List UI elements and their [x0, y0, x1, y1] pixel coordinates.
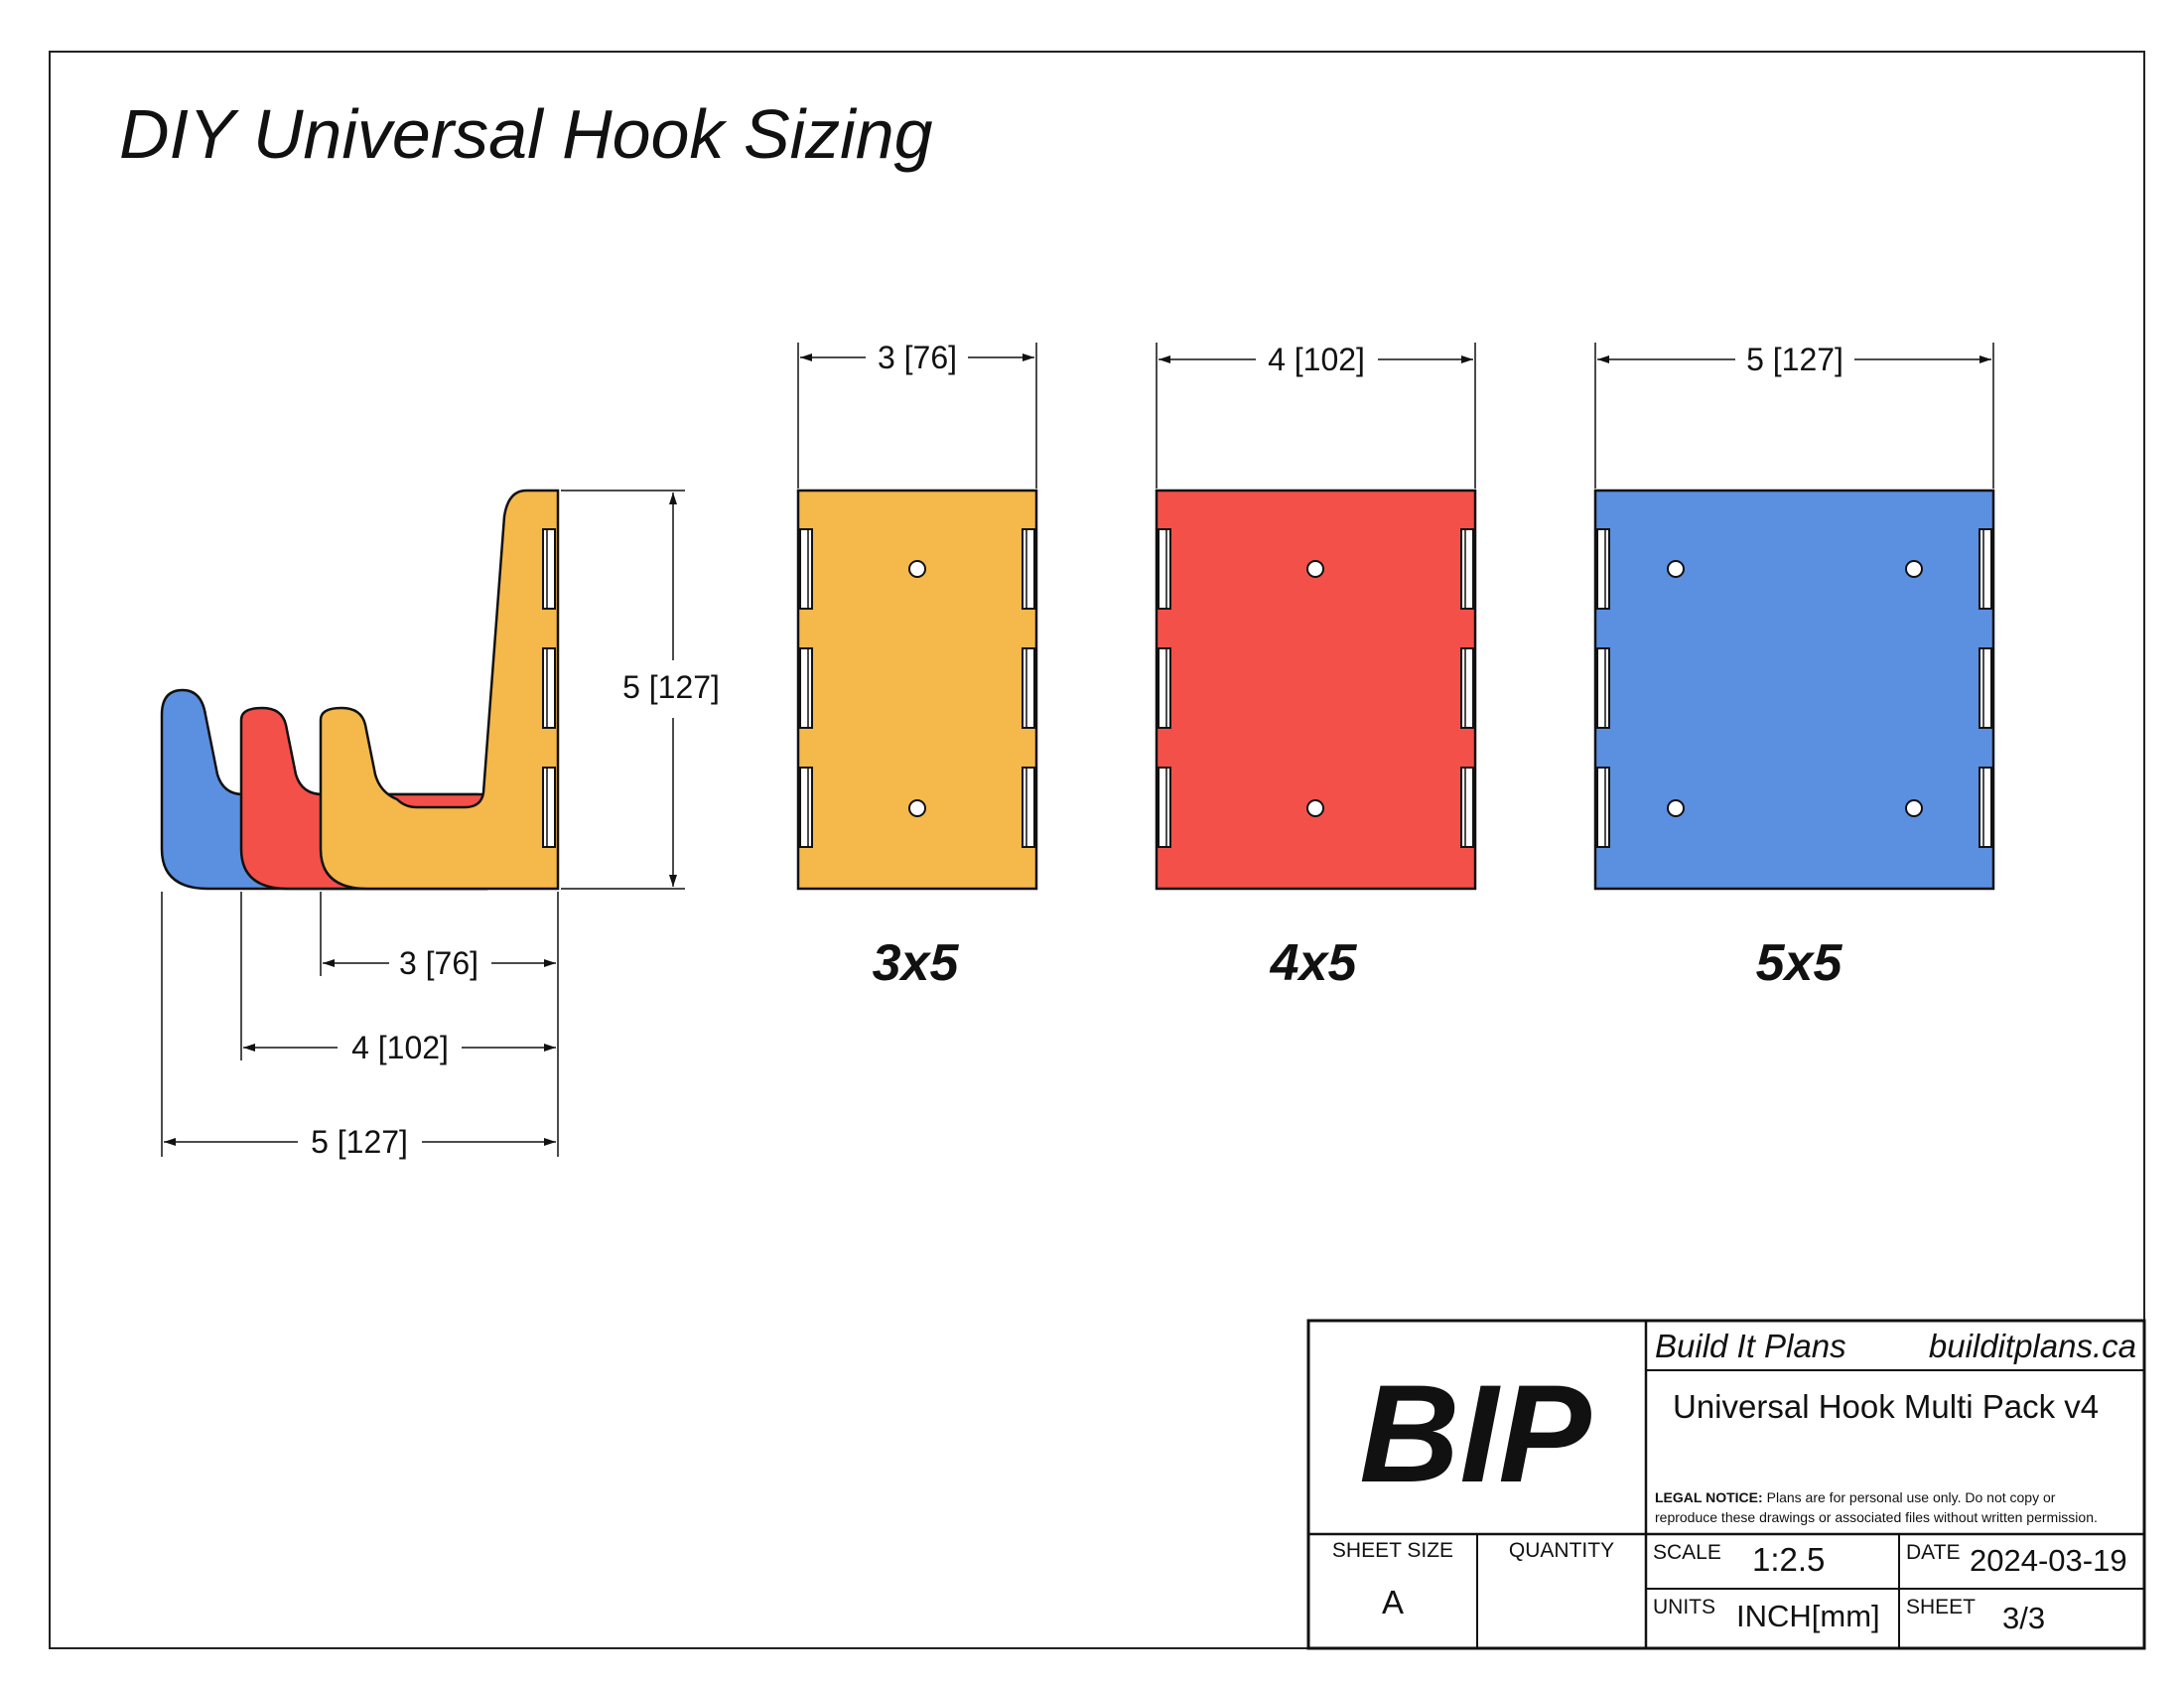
plate-3x5 [796, 489, 1038, 891]
title-block: BIP Build It Plans builditplans.ca Unive… [1306, 1319, 2146, 1650]
plate-5x5 [1593, 489, 1995, 891]
size-label-5x5: 5x5 [1756, 934, 1843, 992]
date-value: 2024-03-19 [1970, 1543, 2127, 1578]
legal-notice-text-1: Plans are for personal use only. Do not … [1767, 1489, 2056, 1505]
sheet-size-label: SHEET SIZE [1332, 1539, 1453, 1562]
drawing-title: Universal Hook Multi Pack v4 [1673, 1388, 2099, 1425]
side-height-label: 5 [127] [622, 669, 720, 705]
front-view-5x5: 5 [127] 5x5 [1593, 342, 1995, 992]
side-view: 5 [127] 3 [76] 4 [102] 5 [127] [160, 489, 720, 1160]
side-depth-label-4: 4 [102] [351, 1030, 449, 1065]
screw-hole [1667, 799, 1685, 817]
logo: BIP [1359, 1355, 1591, 1511]
size-label-3x5: 3x5 [873, 934, 960, 992]
side-slot-middle [542, 647, 556, 729]
screw-hole [908, 799, 926, 817]
scale-value: 1:2.5 [1752, 1541, 1825, 1578]
screw-hole [1905, 799, 1923, 817]
sheet-label: SHEET [1906, 1596, 1976, 1618]
date-label: DATE [1906, 1541, 1960, 1564]
side-depth-label-5: 5 [127] [311, 1124, 408, 1160]
legal-notice-label: LEGAL NOTICE: [1655, 1489, 1763, 1505]
units-value: INCH[mm] [1736, 1599, 1880, 1633]
scale-label: SCALE [1653, 1541, 1721, 1564]
sheet-border [49, 51, 2145, 1649]
side-slot-top [542, 528, 556, 610]
side-depth-label-3: 3 [76] [399, 945, 478, 981]
width-label-4x5: 4 [102] [1268, 342, 1365, 377]
side-depth-dimension-3: 3 [76] [323, 945, 556, 981]
sheet-value: 3/3 [2002, 1601, 2045, 1635]
front-view-4x5: 4 [102] 4x5 [1155, 342, 1477, 992]
front-view-3x5: 3 [76] 3x5 [796, 340, 1038, 992]
screw-hole [908, 560, 926, 578]
plate-4x5 [1155, 489, 1477, 891]
sheet-size-value: A [1382, 1584, 1404, 1620]
screw-hole [1306, 560, 1324, 578]
side-height-dimension: 5 [127] [561, 490, 720, 890]
units-label: UNITS [1653, 1596, 1715, 1618]
company-name: Build It Plans [1655, 1328, 1846, 1364]
screw-hole [1905, 560, 1923, 578]
screw-hole [1667, 560, 1685, 578]
quantity-label: QUANTITY [1509, 1539, 1614, 1562]
width-label-5x5: 5 [127] [1746, 342, 1843, 377]
side-depth-dimension-5: 5 [127] [164, 1124, 556, 1160]
size-label-4x5: 4x5 [1270, 934, 1358, 992]
side-slot-bottom [542, 767, 556, 848]
sheet-title: DIY Universal Hook Sizing [119, 95, 933, 173]
width-label-3x5: 3 [76] [878, 340, 957, 375]
website: builditplans.ca [1929, 1328, 2136, 1364]
side-depth-dimension-4: 4 [102] [243, 1030, 556, 1065]
legal-notice: LEGAL NOTICE: Plans are for personal use … [1655, 1489, 2056, 1505]
side-profile-yellow [319, 489, 560, 891]
legal-notice-text-2: reproduce these drawings or associated f… [1655, 1509, 2098, 1525]
screw-hole [1306, 799, 1324, 817]
